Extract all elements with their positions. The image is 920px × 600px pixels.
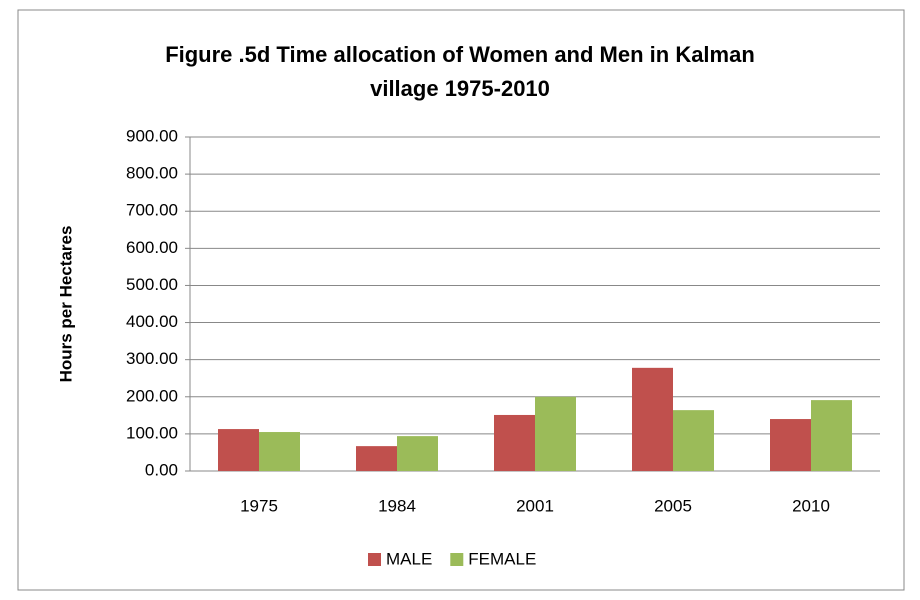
bar <box>494 414 535 471</box>
y-tick-label: 200.00 <box>126 386 178 405</box>
legend-label: FEMALE <box>468 549 536 568</box>
bar <box>673 410 714 471</box>
chart-border <box>17 9 905 591</box>
y-tick-label: 400.00 <box>126 312 178 331</box>
x-tick-label: 2010 <box>792 496 830 515</box>
bar <box>811 400 852 471</box>
y-tick-label: 700.00 <box>126 201 178 220</box>
chart-title: Figure .5d Time allocation of Women and … <box>165 42 755 101</box>
y-tick-label: 900.00 <box>126 126 178 145</box>
x-tick-label: 2005 <box>654 496 692 515</box>
x-tick-label: 2001 <box>516 496 554 515</box>
legend-label: MALE <box>386 549 432 568</box>
bar <box>397 436 438 471</box>
y-tick-label: 800.00 <box>126 164 178 183</box>
y-tick-label: 600.00 <box>126 238 178 257</box>
legend-swatch <box>368 553 381 566</box>
y-tick-label: 300.00 <box>126 349 178 368</box>
y-tick-label: 100.00 <box>126 423 178 442</box>
bar <box>632 367 673 471</box>
legend-swatch <box>450 553 464 566</box>
bar <box>770 419 811 471</box>
y-tick-label: 500.00 <box>126 275 178 294</box>
y-tick-label: 0.00 <box>145 460 178 479</box>
y-axis-label: Hours per Hectares <box>56 226 75 383</box>
x-tick-label: 1975 <box>240 496 278 515</box>
bar <box>535 396 576 471</box>
bar <box>218 429 259 471</box>
bar <box>356 446 397 471</box>
bar <box>259 432 300 471</box>
x-tick-label: 1984 <box>378 496 416 515</box>
